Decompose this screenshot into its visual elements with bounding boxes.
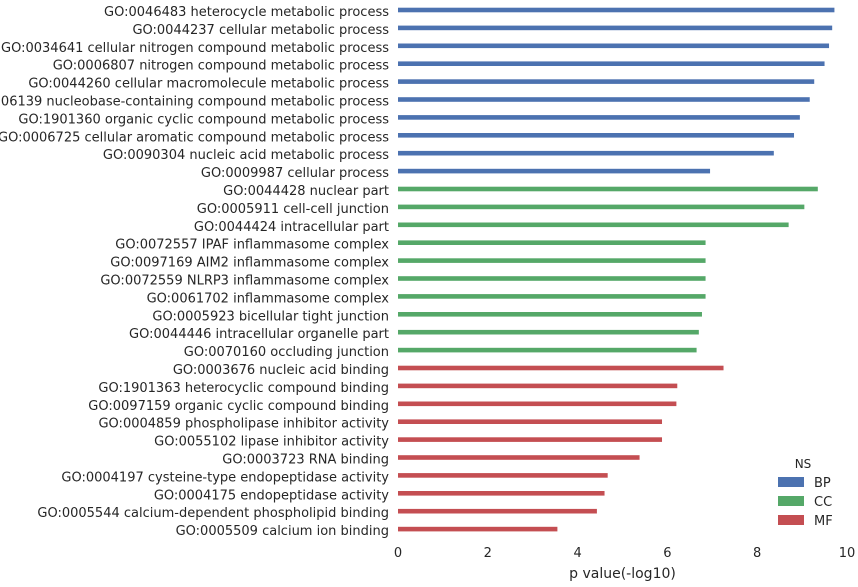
bar [398,79,815,84]
bar [398,491,605,496]
x-axis-title: p value(-log10) [569,566,676,582]
category-label: GO:0003723 RNA binding [222,453,389,468]
category-label: GO:0046483 heterocycle metabolic process [104,5,389,20]
legend-title: NS [795,457,812,471]
category-label: GO:1901363 heterocyclic compound binding [98,381,389,396]
category-labels-group: GO:0046483 heterocycle metabolic process… [0,5,389,539]
category-label: GO:0006725 cellular aromatic compound me… [0,130,389,145]
bar [398,383,678,389]
category-label: GO:0003676 nucleic acid binding [173,363,389,378]
bar [398,168,711,174]
category-label: GO:0097169 AIM2 inflammasome complex [110,256,389,271]
legend: NS BP CC MF [778,457,833,529]
bar [398,473,608,478]
bar [398,455,640,460]
category-label: GO:0005544 calcium-dependent phospholipi… [37,506,389,521]
bar [398,115,800,120]
category-label: GO:0004859 phospholipase inhibitor activ… [98,417,389,432]
category-label: GO:0005509 calcium ion binding [176,524,389,539]
x-tick-label: 10 [839,546,856,561]
category-label: GO:0061702 inflammasome complex [147,291,390,306]
bar [398,508,597,514]
x-tick-label: 4 [573,546,581,561]
category-label: GO:0072557 IPAF inflammasome complex [115,238,389,253]
category-label: GO:0004175 endopeptidase activity [154,488,389,503]
x-tick-label: 2 [484,546,492,561]
legend-swatch [778,515,804,525]
bar [398,419,663,424]
bar [398,329,699,335]
legend-label: CC [814,495,832,510]
bar [398,365,724,371]
bar [398,437,663,442]
category-label: GO:0097159 organic cyclic compound bindi… [88,399,389,414]
bar [398,43,830,49]
bar [398,258,706,263]
legend-swatch [778,496,804,506]
bar [398,526,558,532]
category-label: GO:0034641 cellular nitrogen compound me… [1,41,389,56]
category-label: GO:0004197 cysteine-type endopeptidase a… [61,470,389,485]
bar [398,222,789,228]
category-label: GO:0006139 nucleobase-containing compoun… [0,95,389,110]
legend-label: BP [814,476,831,491]
bar [398,97,810,102]
bar [398,61,825,66]
category-label: GO:0044446 intracellular organelle part [129,327,389,342]
legend-entries: BP CC MF [778,476,833,529]
bar [398,204,805,210]
x-tick-label: 8 [753,546,761,561]
bars-group [398,7,835,532]
bar [398,7,835,13]
category-label: GO:0090304 nucleic acid metabolic proces… [103,148,389,163]
bar [398,186,818,192]
bar [398,294,706,299]
x-tick-label: 0 [394,546,402,561]
category-label: GO:0044428 nuclear part [223,184,389,199]
category-label: GO:1901360 organic cyclic compound metab… [18,112,389,127]
x-ticks-group: 0 2 4 6 8 10 [394,546,855,561]
category-label: GO:0005911 cell-cell junction [197,202,389,217]
legend-label: MF [814,514,833,529]
category-label: GO:0005923 bicellular tight junction [152,309,389,324]
bar [398,150,774,156]
bar [398,276,706,281]
bar [398,133,795,138]
x-tick-label: 6 [663,546,671,561]
bar [398,312,702,317]
category-label: GO:0044260 cellular macromolecule metabo… [28,77,389,92]
bar [398,401,677,407]
bar [398,347,697,353]
category-label: GO:0055102 lipase inhibitor activity [154,435,389,450]
category-label: GO:0009987 cellular process [201,166,389,181]
bar [398,240,706,245]
category-label: GO:0044424 intracellular part [194,220,389,235]
bar [398,25,833,31]
legend-swatch [778,477,804,487]
category-label: GO:0070160 occluding junction [184,345,389,360]
category-label: GO:0072559 NLRP3 inflammasome complex [100,274,389,289]
category-label: GO:0006807 nitrogen compound metabolic p… [53,59,390,74]
category-label: GO:0044237 cellular metabolic process [132,23,389,38]
